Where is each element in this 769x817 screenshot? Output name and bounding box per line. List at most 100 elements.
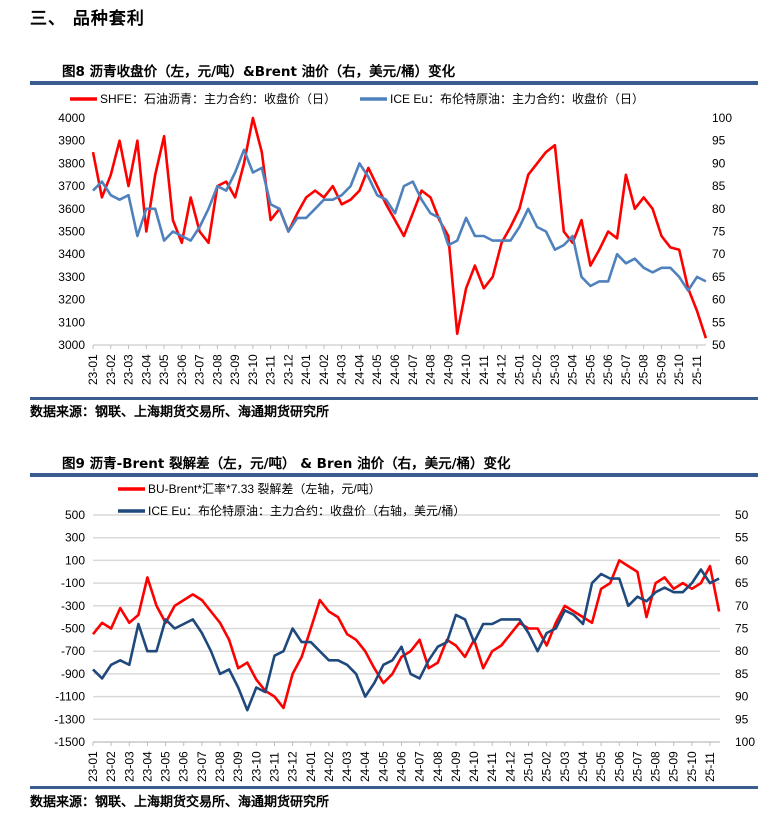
x-tick-label: 24-07 [413, 751, 427, 782]
series-line-1 [91, 116, 708, 339]
legend-label-2: ICE Eu：布伦特原油：主力合约：收盘价（日） [390, 91, 644, 106]
x-tick-label: 25-03 [558, 751, 572, 782]
y-left-tick-label: -500 [61, 622, 85, 636]
y-left-tick-label: -1300 [54, 712, 85, 726]
x-tick-label: 24-03 [335, 354, 349, 385]
x-tick-label: 24-12 [495, 354, 509, 385]
y-right-tick-label: 70 [735, 599, 749, 613]
y-right-tick-label: 80 [712, 202, 726, 216]
x-tick-label: 25-02 [530, 354, 544, 385]
y-left-tick-label: 300 [65, 531, 85, 545]
y-left-tick-label: 3000 [58, 338, 85, 352]
legend-label-1: SHFE：石油沥青：主力合约：收盘价（日） [100, 91, 336, 106]
figure-8-title: 图8 沥青收盘价（左，元/吨）&Brent 油价（右，美元/桶）变化 [62, 64, 456, 80]
x-tick-label: 24-05 [370, 354, 384, 385]
figure-8-rule [30, 81, 758, 85]
x-tick-label: 24-02 [322, 751, 336, 782]
x-tick-label: 23-05 [157, 354, 171, 385]
legend-label-1: BU-Brent*汇率*7.33 裂解差（左轴，元/吨） [148, 481, 381, 496]
y-right-tick-label: 55 [712, 315, 726, 329]
x-tick-label: 24-08 [431, 751, 445, 782]
chart-crack-spread-brent: -1500 -1300 -1100 -900 -700 -500 -300 -100 100 30… [54, 481, 755, 782]
series-line-1 [91, 559, 721, 710]
x-tick-label: 24-03 [340, 751, 354, 782]
x-tick-label: 24-06 [395, 751, 409, 782]
y-right-tick-label: 75 [712, 225, 726, 239]
x-tick-label: 23-08 [210, 354, 224, 385]
x-tick-label: 25-08 [649, 751, 663, 782]
figure-9-source: 数据来源：钢联、上海期货交易所、海通期货研究所 [30, 795, 330, 810]
y-left-tick-label: 500 [65, 508, 85, 522]
y-right-tick-label: 75 [735, 622, 749, 636]
y-left-tick-label: 100 [65, 553, 85, 567]
x-tick-label: 25-05 [594, 751, 608, 782]
y-right-tick-label: 90 [735, 690, 749, 704]
section-heading: 三、 品种套利 [30, 9, 145, 29]
y-right-tick-label: 85 [712, 179, 726, 193]
x-tick-label: 25-05 [583, 354, 597, 385]
x-tick-label: 23-02 [104, 751, 118, 782]
y-left-tick-label: 3800 [58, 156, 85, 170]
x-tick-label: 24-01 [299, 354, 313, 385]
x-tick-label: 23-05 [159, 751, 173, 782]
x-tick-label: 25-02 [540, 751, 554, 782]
y-left-tick-label: -1100 [55, 690, 85, 704]
y-right-tick-label: 55 [735, 531, 749, 545]
x-tick-label: 24-11 [477, 355, 491, 385]
x-tick-label: 25-10 [672, 354, 686, 385]
x-tick-label: 24-10 [459, 354, 473, 385]
y-left-tick-label: 4000 [58, 111, 85, 125]
x-tick-label: 24-09 [441, 354, 455, 385]
x-tick-label: 25-07 [619, 354, 633, 385]
x-tick-label: 23-10 [246, 354, 260, 385]
x-tick-label: 23-06 [177, 751, 191, 782]
x-tick-label: 24-02 [317, 354, 331, 385]
y-right-tick-label: 70 [712, 247, 726, 261]
series-line-2 [92, 568, 720, 712]
legend-label-2: ICE Eu：布伦特原油：主力合约：收盘价（右轴，美元/桶） [148, 503, 465, 518]
x-tick-label: 23-04 [140, 751, 154, 782]
x-tick-label: 23-07 [193, 354, 207, 385]
y-right-tick-label: 65 [735, 576, 749, 590]
x-tick-label: 24-08 [424, 354, 438, 385]
y-right-tick-label: 100 [712, 111, 732, 125]
x-tick-label: 24-01 [304, 751, 318, 782]
y-left-tick-label: -700 [61, 644, 85, 658]
figure-9-rule [30, 473, 758, 477]
x-tick-label: 25-01 [512, 354, 526, 385]
y-left-tick-label: -1500 [54, 735, 85, 749]
y-right-tick-label: 50 [712, 338, 726, 352]
x-tick-label: 24-04 [358, 751, 372, 782]
x-tick-label: 23-08 [213, 751, 227, 782]
x-tick-label: 23-01 [86, 354, 100, 385]
x-tick-label: 24-04 [352, 354, 366, 385]
x-tick-label: 23-11 [264, 355, 278, 385]
y-left-tick-label: 3700 [58, 179, 85, 193]
chart-asphalt-brent-price: 3000 3100 3200 3300 3400 3500 3600 3700 3800 3900… [58, 91, 732, 385]
y-left-tick-label: 3100 [58, 315, 85, 329]
y-right-tick-label: 95 [735, 712, 749, 726]
y-right-tick-label: 90 [712, 156, 726, 170]
x-tick-label: 23-06 [175, 354, 189, 385]
y-right-tick-label: 80 [735, 644, 749, 658]
x-tick-label: 23-10 [249, 751, 263, 782]
x-tick-label: 25-11 [703, 752, 717, 782]
x-tick-label: 24-10 [467, 751, 481, 782]
y-left-tick-label: -100 [61, 576, 85, 590]
x-tick-label: 25-03 [548, 354, 562, 385]
y-left-tick-label: 3200 [58, 293, 85, 307]
y-left-tick-label: -300 [61, 599, 85, 613]
x-tick-label: 23-09 [228, 354, 242, 385]
x-tick-label: 23-01 [86, 751, 100, 782]
x-tick-label: 25-08 [637, 354, 651, 385]
x-tick-label: 24-05 [376, 751, 390, 782]
x-tick-label: 23-02 [104, 354, 118, 385]
y-left-tick-label: 3900 [58, 134, 85, 148]
x-tick-label: 25-01 [522, 751, 536, 782]
x-tick-label: 25-09 [654, 354, 668, 385]
y-right-tick-label: 65 [712, 270, 726, 284]
x-tick-label: 23-12 [281, 354, 295, 385]
x-tick-label: 23-03 [122, 751, 136, 782]
x-tick-label: 25-04 [566, 354, 580, 385]
x-tick-label: 24-12 [503, 751, 517, 782]
